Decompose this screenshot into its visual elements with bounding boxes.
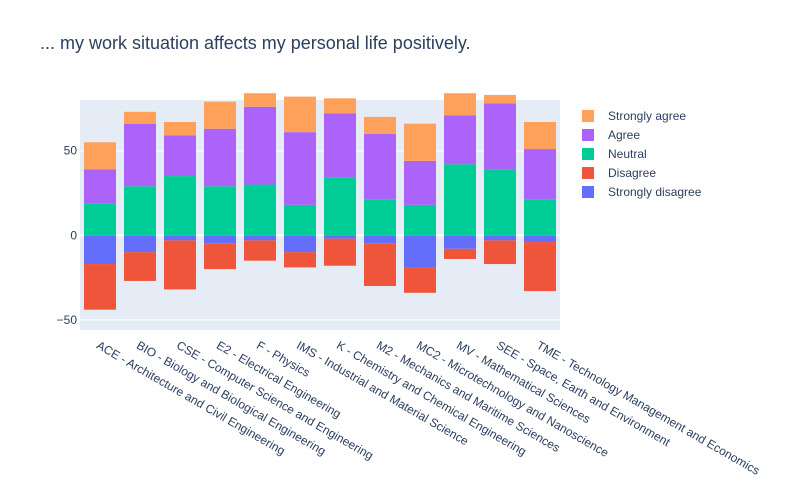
bar-segment: [124, 252, 156, 281]
legend-item[interactable]: Disagree: [582, 163, 701, 182]
bar-segment: [484, 94, 516, 104]
bar-segment: [204, 186, 236, 236]
legend-swatch: [582, 185, 594, 198]
bar-segment: [524, 235, 556, 243]
bar-segment: [164, 135, 196, 177]
bar-segment: [324, 235, 356, 239]
bar-segment: [204, 235, 236, 244]
bars: [84, 93, 556, 310]
bar-segment: [84, 169, 116, 204]
bar-segment: [404, 123, 436, 161]
bar-segment: [284, 132, 316, 205]
bar-segment: [244, 240, 276, 261]
bar-segment: [524, 121, 556, 150]
bar-segment: [84, 203, 116, 236]
plot-background: [80, 100, 560, 330]
bar-segment: [244, 235, 276, 241]
legend-item[interactable]: Strongly disagree: [582, 182, 701, 201]
bar-segment: [324, 98, 356, 114]
bar-segment: [84, 142, 116, 170]
bar-segment: [364, 133, 396, 200]
bar-segment: [164, 121, 196, 136]
x-axis-ticks: ACE - Architecture and Civil Engineering…: [94, 338, 762, 478]
bar-segment: [324, 177, 356, 236]
bar-segment: [404, 204, 436, 236]
bar-segment: [484, 240, 516, 265]
bar-segment: [164, 235, 196, 241]
bar-segment: [244, 93, 276, 107]
legend-swatch: [582, 109, 594, 122]
legend-swatch: [582, 147, 594, 160]
bar-segment: [284, 96, 316, 133]
chart-title: ... my work situation affects my persona…: [40, 33, 471, 53]
bar-segment: [484, 103, 516, 170]
bar-segment: [444, 93, 476, 116]
bar-segment: [444, 115, 476, 165]
bar-segment: [284, 252, 316, 268]
legend-label: Disagree: [608, 165, 657, 180]
bar-segment: [204, 101, 236, 129]
bar-segment: [444, 235, 476, 249]
legend-label: Strongly disagree: [608, 184, 702, 199]
bar-segment: [524, 149, 556, 200]
bar-segment: [324, 113, 356, 178]
bar-segment: [124, 235, 156, 253]
y-tick-label: 0: [70, 228, 77, 242]
legend-label: Strongly agree: [608, 108, 687, 123]
bar-segment: [364, 116, 396, 134]
bar-segment: [164, 240, 196, 290]
bar-segment: [404, 235, 436, 268]
bar-segment: [284, 235, 316, 253]
legend-swatch: [582, 166, 594, 179]
legend-swatch: [582, 128, 594, 141]
bar-segment: [484, 169, 516, 236]
bar-segment: [364, 235, 396, 244]
bar-segment: [444, 248, 476, 259]
legend-item[interactable]: Neutral: [582, 144, 701, 163]
y-tick-label: 50: [64, 144, 78, 158]
legend-label: Agree: [608, 127, 641, 142]
bar-segment: [244, 106, 276, 185]
bar-segment: [84, 264, 116, 310]
bar-segment: [444, 164, 476, 236]
grid-lines: [80, 150, 560, 321]
legend-label: Neutral: [608, 146, 647, 161]
legend-item[interactable]: Strongly agree: [582, 106, 701, 125]
bar-segment: [324, 238, 356, 266]
bar-segment: [404, 160, 436, 205]
bar-segment: [204, 243, 236, 270]
bar-segment: [524, 242, 556, 292]
bar-segment: [164, 176, 196, 236]
bar-segment: [124, 186, 156, 236]
bar-segment: [524, 199, 556, 236]
bar-segment: [404, 267, 436, 293]
y-tick-label: −50: [57, 313, 78, 327]
bar-segment: [364, 243, 396, 287]
bar-segment: [484, 235, 516, 241]
legend: Strongly agree Agree Neutral Disagree Strong…: [582, 106, 701, 201]
bar-segment: [244, 184, 276, 236]
bar-segment: [284, 204, 316, 236]
bar-segment: [84, 235, 116, 265]
bar-segment: [204, 128, 236, 187]
bar-segment: [364, 199, 396, 236]
y-axis-ticks: −50 0 50: [57, 144, 78, 327]
bar-segment: [124, 111, 156, 124]
legend-item[interactable]: Agree: [582, 125, 701, 144]
bar-segment: [124, 123, 156, 187]
